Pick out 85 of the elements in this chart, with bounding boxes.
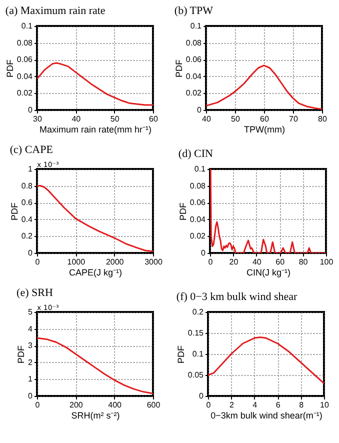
y-tick-label: 0 — [28, 248, 34, 258]
y-tick-label: 0.08 — [186, 38, 202, 48]
y-tick-label: 0.06 — [186, 55, 202, 64]
y-tick-label: 0.1 — [21, 22, 34, 30]
x-axis-title: TPW(mm) — [244, 124, 285, 134]
y-tick-label: 0.08 — [16, 38, 34, 48]
x-tick-label: 60 — [260, 114, 270, 124]
chart-title: (a) Maximum rain rate — [5, 5, 106, 17]
y-axis-title: PDF — [4, 59, 15, 78]
x-axis-title: CAPE(J kg⁻¹) — [68, 268, 122, 278]
y-axis-title: PDF — [9, 202, 20, 220]
x-tick-label: 6 — [276, 400, 281, 410]
y-tick-label: 0.04 — [16, 72, 34, 81]
y-tick-label: 0.4 — [21, 214, 34, 224]
x-tick-label: 0 — [208, 258, 214, 266]
y-tick-label: 0.2 — [192, 308, 204, 316]
y-axis-title: PDF — [16, 345, 26, 364]
chart-title: (f) 0−3 km bulk wind shear — [176, 291, 298, 303]
x-tick-label: 40 — [202, 114, 212, 124]
y-tick-label: 0 — [201, 248, 206, 258]
y-tick-label: 0.02 — [186, 88, 202, 98]
y-tick-label: 1 — [28, 164, 34, 174]
y-axis-title: PDF — [176, 345, 186, 364]
x-tick-label: 0 — [35, 400, 40, 410]
x-tick-label: 10 — [320, 400, 330, 410]
y-tick-label: 0 — [197, 106, 202, 114]
y-tick-label: 0.2 — [21, 232, 34, 241]
y-tick-label: 2 — [28, 358, 34, 367]
x-axis-title: CIN(J kg⁻¹) — [246, 268, 290, 278]
x-tick-label: 30 — [33, 114, 42, 124]
y-tick-label: 0 — [28, 106, 34, 114]
y-tick-label: 0.02 — [190, 232, 206, 241]
x-tick-label: 70 — [289, 114, 298, 124]
chart-title: (c) CAPE — [10, 144, 54, 156]
y-axis-title: PDF — [174, 59, 184, 78]
y-tick-label: 3 — [28, 341, 34, 350]
x-tick-label: 3000 — [144, 258, 163, 266]
x-tick-label: 80 — [298, 258, 308, 266]
x-tick-label: 4 — [252, 400, 258, 410]
x-tick-label: 8 — [299, 400, 304, 410]
chart-title: (b) TPW — [174, 5, 214, 17]
x-tick-label: 400 — [108, 400, 122, 410]
x-axis-title: Maximum rain rate(mm hr⁻¹) — [39, 124, 152, 134]
line-series — [37, 337, 153, 394]
x-tick-label: 60 — [276, 258, 286, 266]
y-axis-title: PDF — [178, 202, 188, 220]
x-axis-title: SRH(m² s⁻²) — [71, 410, 120, 420]
y-tick-label: 0.15 — [188, 328, 204, 338]
x-tick-label: 20 — [229, 258, 239, 266]
x-tick-label: 40 — [252, 258, 262, 266]
line-series — [37, 62, 153, 106]
y-tick-label: 0.08 — [190, 181, 206, 190]
chart-title: (d) CIN — [178, 148, 214, 160]
x-tick-label: 1000 — [67, 258, 86, 266]
x-tick-label: 60 — [149, 114, 158, 124]
x-tick-label: 100 — [320, 258, 334, 266]
y-tick-label: 0.02 — [16, 88, 34, 98]
y-tick-label: 1 — [28, 374, 34, 384]
x-tick-label: 40 — [72, 114, 82, 124]
y-tick-label: 4 — [28, 324, 34, 334]
y-tick-label: 0.1 — [190, 22, 202, 30]
y-tick-label: 0.6 — [21, 198, 34, 208]
chart-title: (e) SRH — [16, 287, 53, 299]
y-tick-label: 0.1 — [192, 350, 204, 358]
y-tick-label: 5 — [28, 308, 34, 316]
line-series — [208, 336, 324, 384]
line-series — [210, 169, 326, 253]
x-tick-label: 0 — [35, 258, 40, 266]
x-tick-label: 2000 — [106, 258, 124, 266]
x-tick-label: 2 — [229, 400, 234, 410]
y-tick-label: 0.8 — [21, 181, 34, 190]
y-tick-label: 0.1 — [194, 164, 206, 174]
y-tick-label: 0.05 — [188, 370, 204, 380]
y-tick-label: 0.04 — [190, 214, 206, 224]
x-tick-label: 50 — [110, 114, 120, 124]
y-tick-label: 0.06 — [190, 198, 206, 208]
x-tick-label: 50 — [231, 114, 240, 124]
x-tick-label: 80 — [318, 114, 328, 124]
y-tick-label: 0 — [199, 392, 204, 400]
x-axis-title: 0−3km bulk wind shear(m⁻¹) — [210, 410, 322, 420]
y-tick-label: 0 — [28, 392, 34, 400]
y-tick-label: 0.04 — [186, 72, 202, 81]
x-tick-label: 200 — [69, 400, 84, 410]
x-tick-label: 600 — [146, 400, 161, 410]
y-tick-label: 0.06 — [16, 55, 34, 64]
